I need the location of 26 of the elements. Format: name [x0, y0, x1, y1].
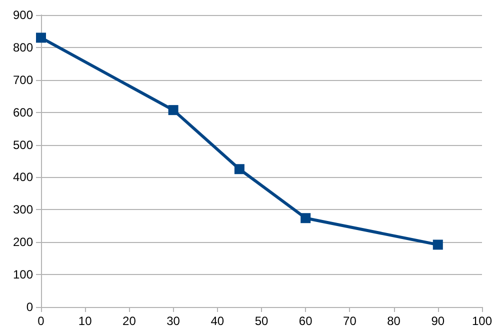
x-tick-label: 0	[38, 314, 45, 328]
y-tick-label: 500	[12, 138, 34, 152]
x-tick-label: 30	[166, 314, 180, 328]
y-tick-label: 100	[12, 268, 34, 282]
x-tick-label: 40	[210, 314, 224, 328]
y-tick-label: 0	[26, 300, 34, 314]
y-tick-label: 400	[12, 170, 34, 184]
x-tick-label: 20	[122, 314, 136, 328]
y-tick-label: 900	[12, 8, 34, 22]
y-tick-label: 200	[12, 235, 34, 250]
x-tick-label: 50	[254, 314, 268, 328]
x-tick-label: 10	[78, 314, 92, 328]
point	[234, 164, 244, 174]
x-tick-label: 80	[387, 314, 401, 328]
x-tick-label: 70	[343, 314, 357, 328]
y-tick-label: 600	[12, 105, 34, 120]
x-tick-label: 100	[472, 314, 492, 328]
x-tick-label: 90	[431, 314, 445, 328]
x-tick-label: 60	[298, 314, 313, 328]
y-tick-label: 300	[12, 202, 34, 217]
point	[432, 240, 443, 250]
y-tick-label: 700	[12, 72, 34, 87]
y-tick-label: 800	[12, 40, 34, 54]
point	[300, 213, 311, 224]
point	[36, 32, 46, 43]
point	[168, 105, 178, 116]
